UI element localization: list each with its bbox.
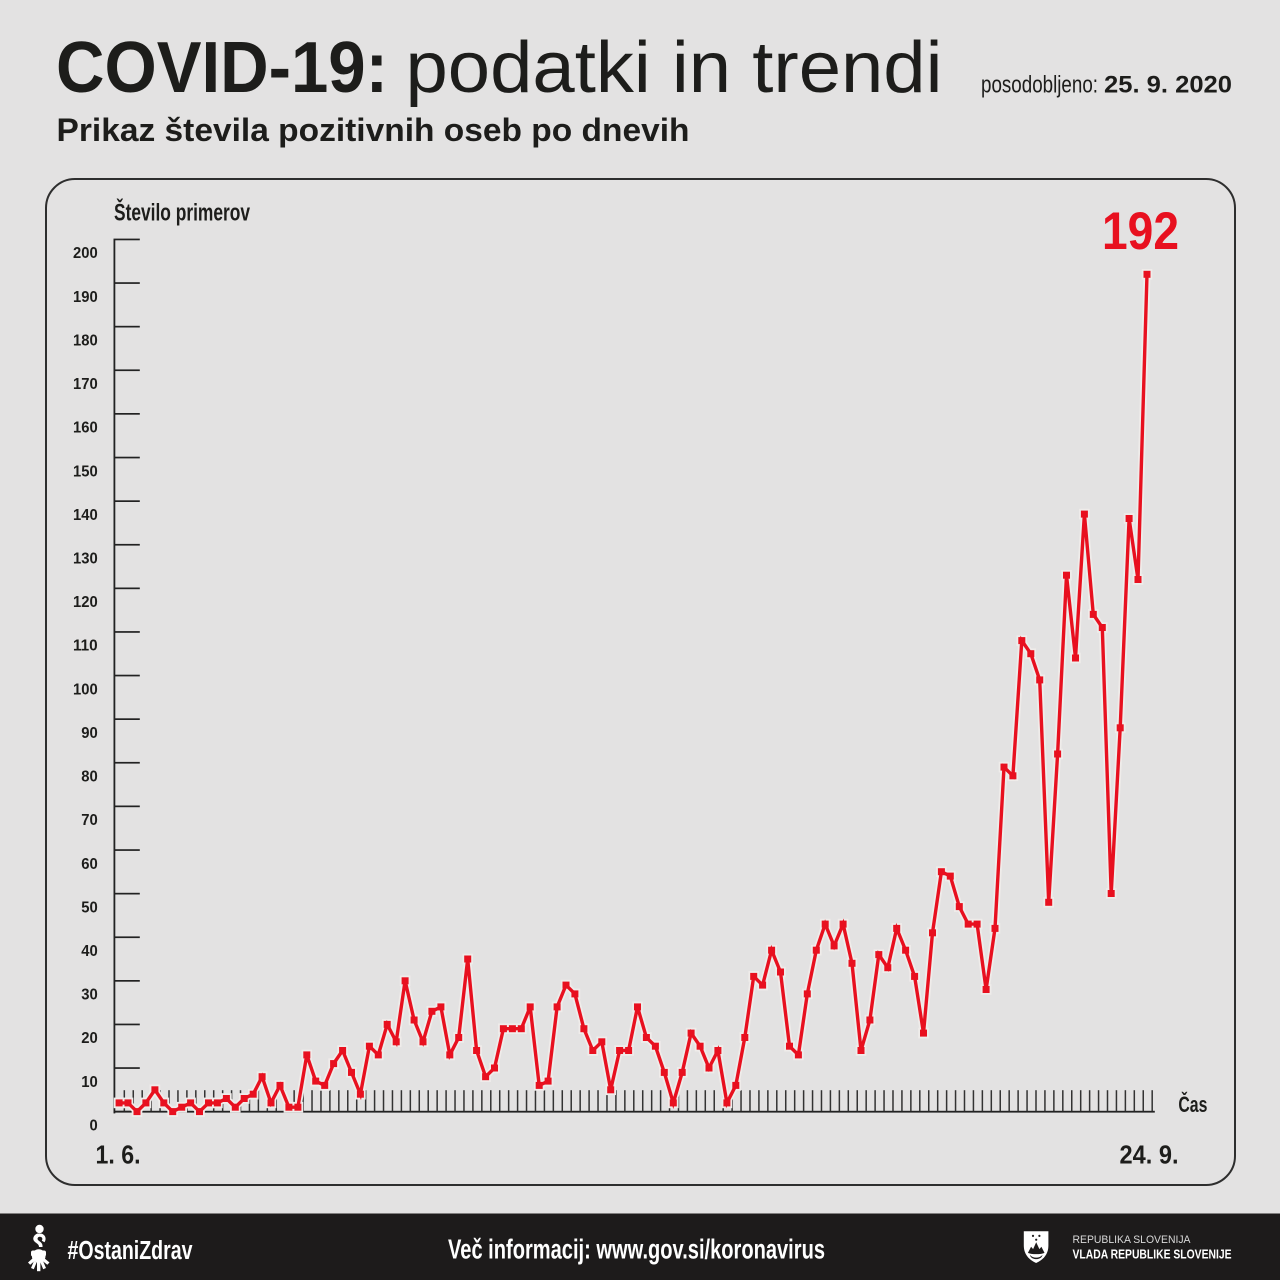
- svg-text:160: 160: [73, 420, 98, 437]
- svg-text:40: 40: [81, 943, 98, 960]
- svg-text:190: 190: [73, 289, 98, 306]
- svg-text:Prikaz števila pozitivnih oseb: Prikaz števila pozitivnih oseb po dnevih: [57, 112, 690, 148]
- svg-text:posodobljeno:: posodobljeno:: [981, 71, 1098, 98]
- svg-text:Čas: Čas: [1178, 1092, 1207, 1117]
- svg-text:120: 120: [73, 594, 98, 611]
- svg-text:COVID-19:: COVID-19:: [56, 27, 388, 108]
- svg-text:20: 20: [81, 1030, 98, 1047]
- svg-text:60: 60: [81, 856, 98, 873]
- svg-text:110: 110: [73, 638, 98, 655]
- svg-text:Število primerov: Število primerov: [114, 199, 250, 227]
- svg-text:0: 0: [90, 1117, 98, 1134]
- svg-text:170: 170: [73, 376, 98, 393]
- svg-text:150: 150: [73, 463, 98, 480]
- svg-text:VLADA REPUBLIKE SLOVENIJE: VLADA REPUBLIKE SLOVENIJE: [1073, 1248, 1232, 1262]
- svg-text:80: 80: [81, 769, 98, 786]
- svg-text:140: 140: [73, 507, 98, 524]
- svg-text:10: 10: [81, 1074, 98, 1091]
- svg-text:30: 30: [81, 987, 98, 1004]
- svg-text:24. 9.: 24. 9.: [1120, 1139, 1179, 1169]
- svg-text:180: 180: [73, 332, 98, 349]
- svg-text:90: 90: [81, 725, 98, 742]
- svg-text:podatki in trendi: podatki in trendi: [406, 27, 943, 108]
- svg-text:Več informacij: www.gov.si/kor: Več informacij: www.gov.si/koronavirus: [448, 1234, 825, 1265]
- svg-text:200: 200: [73, 245, 98, 262]
- svg-text:REPUBLIKA SLOVENIJA: REPUBLIKA SLOVENIJA: [1073, 1234, 1192, 1246]
- svg-text:25. 9. 2020: 25. 9. 2020: [1104, 71, 1232, 98]
- svg-text:70: 70: [81, 812, 98, 829]
- svg-text:#OstaniZdrav: #OstaniZdrav: [68, 1237, 194, 1265]
- svg-text:192: 192: [1102, 202, 1179, 261]
- svg-text:100: 100: [73, 681, 98, 698]
- svg-text:50: 50: [81, 899, 98, 916]
- svg-text:130: 130: [73, 551, 98, 568]
- svg-text:1. 6.: 1. 6.: [96, 1139, 141, 1169]
